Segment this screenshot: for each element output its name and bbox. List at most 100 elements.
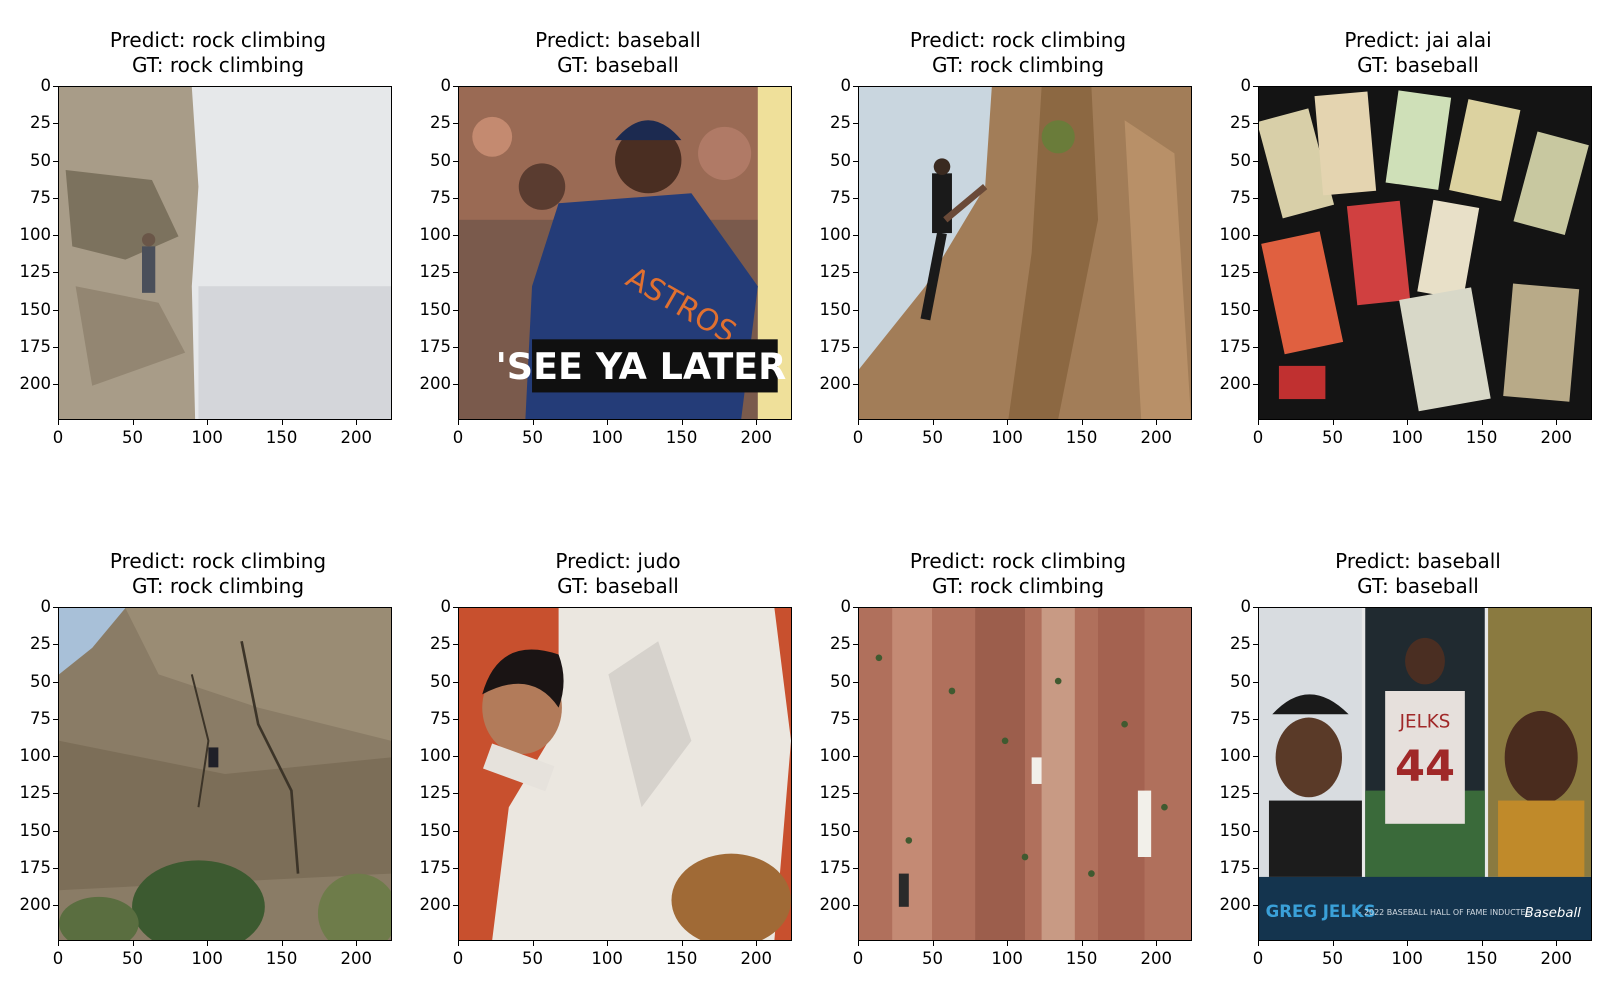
y-tick-label: 175 — [1219, 857, 1252, 877]
x-tick-label: 100 — [1391, 949, 1423, 968]
brand-logo: Baseball — [1525, 906, 1582, 921]
y-tick — [53, 867, 58, 869]
x-tick-label: 0 — [52, 428, 64, 447]
gt-label: GT: rock climbing — [131, 53, 305, 77]
y-tick — [853, 384, 858, 386]
x-tick — [1081, 420, 1083, 425]
x-tick-label: 150 — [1465, 428, 1498, 447]
image-woman-climbing — [858, 86, 1192, 420]
y-tick-label: 150 — [819, 299, 852, 319]
y-tick — [453, 681, 458, 683]
y-tick-label: 50 — [1230, 671, 1251, 691]
x-tick — [356, 420, 358, 425]
x-tick — [1081, 941, 1083, 946]
y-tick — [1253, 607, 1258, 608]
image-climber-on-cliff — [58, 86, 392, 420]
y-tick-label: 50 — [30, 150, 51, 170]
x-tick-label: 100 — [191, 949, 223, 968]
y-tick-label: 100 — [1219, 225, 1252, 245]
y-tick-label: 25 — [830, 634, 851, 654]
y-tick — [53, 86, 58, 87]
x-tick-label: 100 — [991, 428, 1023, 447]
y-tick-label: 100 — [19, 225, 52, 245]
y-tick-label: 175 — [1219, 336, 1252, 356]
y-tick — [453, 718, 458, 720]
y-tick — [1253, 793, 1258, 795]
y-tick-label: 50 — [1230, 150, 1251, 170]
y-tick-label: 50 — [830, 671, 851, 691]
x-tick — [1407, 941, 1409, 946]
y-tick-label: 125 — [19, 262, 52, 282]
x-tick — [1007, 941, 1009, 946]
x-tick — [932, 420, 934, 425]
y-tick-label: 25 — [1230, 113, 1251, 133]
y-tick — [453, 607, 458, 608]
y-tick — [53, 905, 58, 907]
x-tick-label: 100 — [991, 949, 1023, 968]
y-tick-label: 175 — [819, 336, 852, 356]
x-tick — [58, 941, 59, 946]
y-tick-label: 200 — [419, 374, 452, 394]
predict-label: Predict: rock climbing — [909, 549, 1127, 573]
predict-label: Predict: baseball — [535, 28, 701, 52]
x-tick — [207, 420, 209, 425]
y-tick — [853, 272, 858, 274]
y-tick-label: 150 — [419, 820, 452, 840]
y-tick-label: 50 — [430, 671, 451, 691]
y-tick — [53, 123, 58, 125]
y-tick-label: 0 — [840, 76, 852, 95]
x-tick — [458, 941, 459, 946]
y-tick-label: 200 — [819, 374, 852, 394]
x-tick — [1156, 941, 1158, 946]
y-tick-label: 75 — [430, 187, 451, 207]
x-tick — [1258, 941, 1259, 946]
y-tick-label: 125 — [1219, 783, 1252, 803]
y-tick — [853, 718, 858, 720]
y-tick-label: 75 — [30, 708, 51, 728]
subplot-title: Predict: jai alai GT: baseball — [1248, 28, 1588, 78]
y-tick — [853, 644, 858, 646]
y-tick-label: 25 — [30, 113, 51, 133]
x-tick — [1258, 420, 1259, 425]
subplot-4: Predict: jai alai GT: baseball 0 50 100 150… — [1220, 28, 1592, 447]
x-tick-label: 0 — [452, 949, 464, 968]
y-tick — [453, 867, 458, 869]
x-tick — [58, 420, 59, 425]
y-tick-label: 125 — [419, 783, 452, 803]
x-tick-label: 150 — [265, 949, 298, 968]
x-tick — [1481, 941, 1483, 946]
y-tick — [53, 235, 58, 237]
x-tick — [281, 420, 283, 425]
x-tick-label: 200 — [740, 428, 772, 447]
x-tick — [207, 941, 209, 946]
x-tick-label: 150 — [1065, 949, 1098, 968]
jersey-name: JELKS — [1399, 712, 1451, 733]
predict-label: Predict: baseball — [1335, 549, 1501, 573]
y-tick-label: 25 — [430, 113, 451, 133]
predict-label: Predict: jai alai — [1344, 28, 1492, 52]
subplot-5: Predict: rock climbing GT: rock climbing… — [20, 549, 392, 968]
x-tick-label: 50 — [1322, 428, 1344, 447]
image-caption: GREG JELKS — [1266, 902, 1376, 921]
y-tick-label: 100 — [1219, 746, 1252, 766]
image-baseball-cards — [1258, 86, 1592, 420]
y-tick-label: 0 — [840, 597, 852, 616]
subplot-2: Predict: baseball GT: baseball ASTROS 'S… — [420, 28, 792, 447]
y-tick-label: 100 — [419, 746, 452, 766]
subplot-title: Predict: judo GT: baseball — [448, 549, 788, 599]
y-tick-label: 100 — [819, 225, 852, 245]
y-tick-label: 25 — [430, 634, 451, 654]
image-rock-wall-trees — [58, 607, 392, 941]
x-tick — [281, 941, 283, 946]
y-tick-label: 75 — [430, 708, 451, 728]
y-tick — [453, 756, 458, 758]
x-tick-label: 0 — [852, 949, 864, 968]
y-tick — [1253, 160, 1258, 162]
y-tick — [453, 384, 458, 386]
gt-label: GT: rock climbing — [131, 574, 305, 598]
subplot-1: Predict: rock climbing GT: rock climbing… — [20, 28, 392, 447]
gt-label: GT: baseball — [557, 53, 679, 77]
y-tick — [1253, 272, 1258, 274]
x-tick — [1332, 941, 1334, 946]
x-tick-label: 50 — [122, 949, 144, 968]
